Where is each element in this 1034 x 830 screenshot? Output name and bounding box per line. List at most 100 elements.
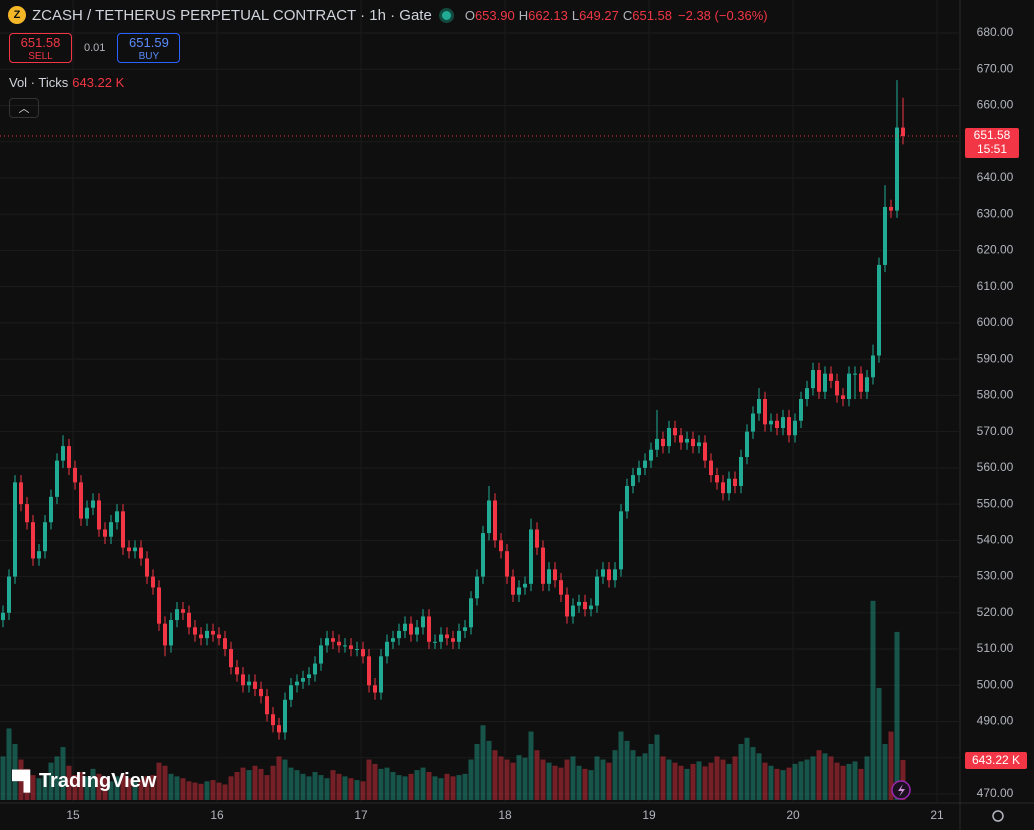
candle-body <box>79 482 83 519</box>
candle-body <box>319 645 323 664</box>
candle-body <box>895 127 899 211</box>
buy-button[interactable]: 651.59 BUY <box>117 33 181 63</box>
symbol-title[interactable]: ZCASH / TETHERUS PERPETUAL CONTRACT · 1h… <box>32 6 432 24</box>
candle-body <box>553 569 557 581</box>
candle-body <box>619 511 623 570</box>
volume-bar <box>126 778 132 800</box>
candle-body <box>373 685 377 693</box>
volume-bar <box>636 756 642 800</box>
volume-bar <box>588 770 594 800</box>
candle-body <box>739 456 743 486</box>
volume-bar <box>894 631 900 800</box>
candle-body <box>325 638 329 646</box>
volume-bar <box>612 750 618 800</box>
candle-body <box>283 699 287 733</box>
candle-body <box>853 373 857 375</box>
volume-bar <box>552 765 558 800</box>
candle-body <box>517 587 521 595</box>
candle-body <box>841 395 845 400</box>
volume-bar <box>714 756 720 800</box>
candle-body <box>391 638 395 642</box>
candle-body <box>901 127 905 136</box>
volume-bar <box>888 731 894 800</box>
candle-body <box>37 551 41 559</box>
candle-body <box>277 725 281 733</box>
candle-body <box>607 569 611 581</box>
volume-bar <box>678 765 684 800</box>
brand: ▀▌ TradingView <box>12 770 156 793</box>
volume-bar <box>198 783 204 800</box>
candle-body <box>475 576 479 599</box>
brand-text: TradingView <box>38 770 157 792</box>
volume-bar <box>276 756 282 800</box>
volume-bar <box>108 781 114 800</box>
volume-bar <box>594 756 600 800</box>
ohlc-value: 653.90 <box>474 7 515 23</box>
volume-label: Vol · Ticks <box>9 75 69 90</box>
volume-bar <box>828 756 834 800</box>
y-tick-label: 630.00 <box>977 206 1014 220</box>
volume-bar <box>744 737 750 800</box>
volume-bar <box>438 778 444 800</box>
volume-bar <box>348 778 354 800</box>
candle-body <box>235 667 239 675</box>
candle-body <box>337 641 341 646</box>
volume-bar <box>138 779 144 800</box>
brand-logo: ▀▌ <box>12 770 37 792</box>
volume-bar <box>840 765 846 800</box>
candle-body <box>331 638 335 642</box>
candle-body <box>625 485 629 512</box>
candle-body <box>835 380 839 396</box>
volume-bar <box>342 776 348 800</box>
volume-bar <box>96 773 102 800</box>
candle-body <box>745 431 749 457</box>
sell-button[interactable]: 651.58 SELL <box>9 33 72 63</box>
volume-bar <box>696 761 702 800</box>
candle-body <box>799 399 803 421</box>
candle-body <box>271 714 275 726</box>
volume-bar <box>426 771 432 800</box>
volume-bar <box>576 765 582 800</box>
volume-bar <box>864 756 870 800</box>
volume-bar <box>168 773 174 800</box>
volume-bar <box>672 762 678 800</box>
volume-bar <box>402 776 408 800</box>
y-tick-label: 530.00 <box>977 569 1014 583</box>
y-tick-label: 470.00 <box>977 786 1014 800</box>
candle-body <box>697 442 701 447</box>
candle-body <box>361 649 365 657</box>
volume-bar <box>684 768 690 800</box>
candle-body <box>601 569 605 577</box>
volume-bar <box>84 776 90 800</box>
y-tick-label: 580.00 <box>977 388 1014 402</box>
volume-bar <box>60 747 66 800</box>
volume-legend: Vol · Ticks 643.22 K <box>9 75 124 90</box>
candle-body <box>13 482 17 577</box>
volume-bar <box>300 773 306 800</box>
collapse-button[interactable]: ︿ <box>9 98 39 118</box>
candle-body <box>631 475 635 486</box>
candle-body <box>667 427 671 447</box>
ohlc-value: 651.58 <box>632 7 673 23</box>
volume-bar <box>798 761 804 800</box>
volume-bar <box>504 759 510 800</box>
volume-bar <box>318 775 324 800</box>
y-tick-label: 520.00 <box>977 605 1014 619</box>
volume-bar <box>480 725 486 800</box>
volume-bar <box>618 731 624 800</box>
candle-body <box>295 681 299 686</box>
candle-body <box>175 609 179 621</box>
candle-body <box>451 638 455 642</box>
volume-bar <box>258 768 264 800</box>
volume-bar <box>252 765 258 800</box>
volume-bar <box>564 759 570 800</box>
candle-body <box>523 583 527 588</box>
candle-body <box>703 442 707 461</box>
y-tick-label: 570.00 <box>977 424 1014 438</box>
y-tick-label: 500.00 <box>977 677 1014 691</box>
candle-body <box>223 638 227 650</box>
candle-body <box>379 656 383 693</box>
volume-bar <box>72 775 78 800</box>
volume-bar <box>114 776 120 800</box>
volume-bar <box>462 773 468 800</box>
